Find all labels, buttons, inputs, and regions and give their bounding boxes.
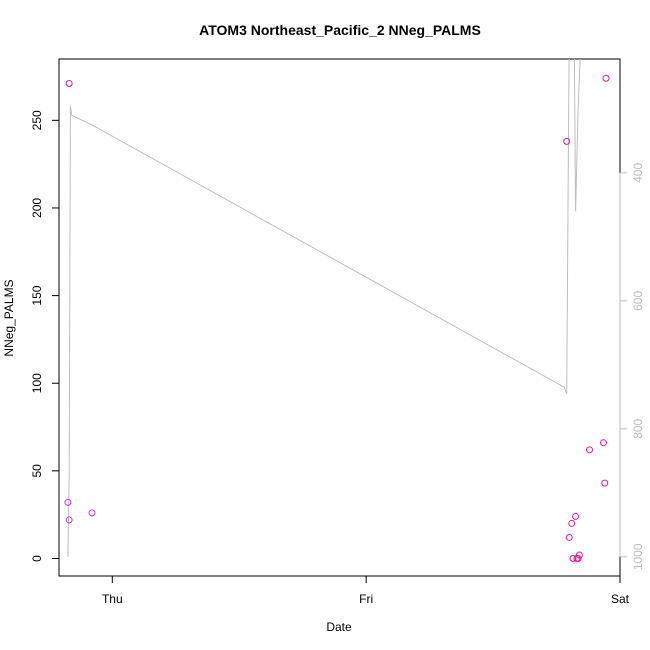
data-point xyxy=(574,554,582,562)
data-point xyxy=(601,479,609,487)
data-point xyxy=(64,498,72,506)
data-point xyxy=(572,512,580,520)
data-point xyxy=(563,137,571,145)
y-right-tick-label: 1000 xyxy=(631,543,645,570)
data-point xyxy=(568,519,576,527)
data-point xyxy=(88,509,96,517)
line-series xyxy=(67,59,581,557)
plot-area xyxy=(58,58,621,577)
chart-title: ATOM3 Northeast_Pacific_2 NNeg_PALMS xyxy=(199,22,481,38)
line-series-path xyxy=(67,59,581,557)
data-points xyxy=(64,74,610,562)
data-point xyxy=(602,74,610,82)
data-point xyxy=(575,551,583,559)
y-tick-label: 250 xyxy=(30,110,44,130)
data-point xyxy=(65,80,73,88)
x-tick-label: Sat xyxy=(611,592,630,606)
y-tick-label: 0 xyxy=(30,555,44,562)
data-point xyxy=(586,446,594,454)
plot-frame xyxy=(58,58,621,577)
y-right-tick-label: 400 xyxy=(631,163,645,183)
data-point xyxy=(65,516,73,524)
x-tick-label: Thu xyxy=(102,592,123,606)
data-point xyxy=(600,439,607,447)
x-tick-label: Fri xyxy=(359,592,373,606)
y-tick-label: 150 xyxy=(30,285,44,305)
y-tick-label: 100 xyxy=(30,373,44,393)
y-axis-right: 400 600 800 1000 xyxy=(619,163,645,570)
y-axis-left: 0 50 100 150 200 250 xyxy=(30,110,60,562)
data-point xyxy=(565,533,573,541)
y-axis-label: NNeg_PALMS xyxy=(2,279,16,356)
x-axis-label: Date xyxy=(326,620,352,634)
data-point xyxy=(569,554,577,562)
y-tick-label: 50 xyxy=(30,464,44,478)
y-right-tick-label: 800 xyxy=(631,419,645,439)
y-tick-label: 200 xyxy=(30,198,44,218)
x-axis: Thu Fri Sat xyxy=(102,575,630,606)
y-right-tick-label: 600 xyxy=(631,291,645,311)
